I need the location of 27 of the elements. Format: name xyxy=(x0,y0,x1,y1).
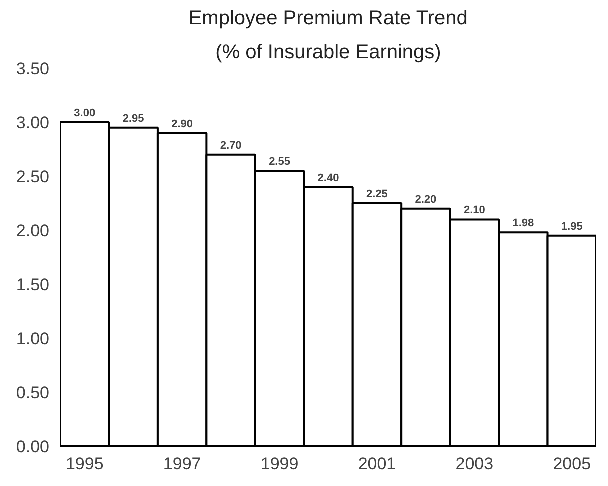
y-tick-label: 1.00 xyxy=(16,330,50,348)
y-tick-label: 1.50 xyxy=(16,276,50,294)
data-label: 2.10 xyxy=(464,204,486,217)
x-tick-label: 1995 xyxy=(66,454,104,474)
y-tick-label: 3.50 xyxy=(16,60,50,78)
data-label: 1.95 xyxy=(561,220,583,233)
data-label: 3.00 xyxy=(74,108,96,120)
y-tick-label: 3.00 xyxy=(16,114,50,132)
x-tick-label: 2005 xyxy=(553,454,592,474)
x-tick-label: 1999 xyxy=(260,454,299,474)
x-tick-label: 1997 xyxy=(163,454,202,474)
data-label: 1.98 xyxy=(512,218,534,230)
x-tick-label: 2003 xyxy=(456,454,494,474)
data-label: 2.95 xyxy=(122,112,144,125)
data-label: 2.70 xyxy=(220,140,242,152)
data-label: 2.20 xyxy=(415,194,437,206)
data-label: 2.40 xyxy=(318,172,340,184)
y-tick-label: 2.00 xyxy=(16,222,50,240)
chart-subtitle: (% of Insurable Earnings) xyxy=(216,42,442,64)
chart-title: Employee Premium Rate Trend xyxy=(188,8,468,30)
x-tick-label: 2001 xyxy=(358,454,396,474)
y-tick-label: 2.50 xyxy=(16,168,50,186)
y-tick-label: 0.00 xyxy=(16,438,50,456)
data-label: 2.55 xyxy=(269,156,290,168)
data-label: 2.25 xyxy=(366,188,388,200)
y-tick-label: 0.50 xyxy=(16,384,50,402)
data-label: 2.90 xyxy=(172,118,194,130)
